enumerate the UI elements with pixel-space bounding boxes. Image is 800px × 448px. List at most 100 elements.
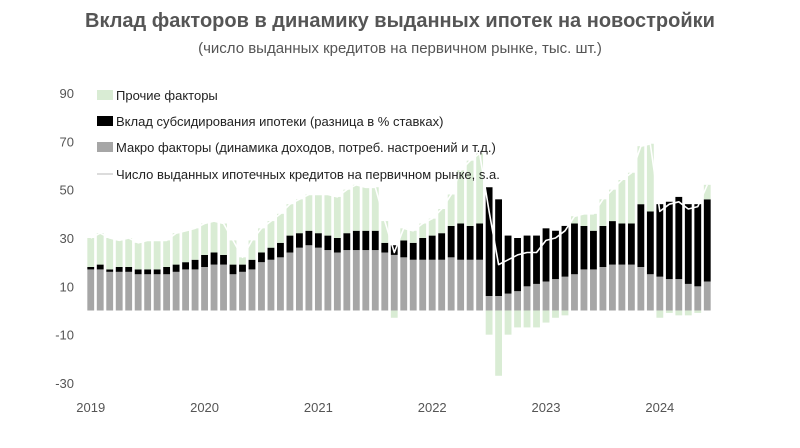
bar-subsidy bbox=[314, 233, 322, 248]
bar-subsidy bbox=[324, 235, 332, 251]
bar-subsidy bbox=[352, 230, 360, 251]
legend-label: Число выданных ипотечных кредитов на пер… bbox=[116, 167, 500, 182]
bar-subsidy bbox=[248, 259, 256, 270]
bar-macro bbox=[571, 274, 578, 311]
bar-subsidy bbox=[409, 242, 417, 260]
bar-other bbox=[438, 209, 446, 234]
bar-other bbox=[684, 310, 692, 316]
bar-macro bbox=[362, 250, 370, 311]
bar-other bbox=[485, 310, 493, 335]
bar-other bbox=[428, 218, 436, 236]
bar-other bbox=[267, 221, 275, 248]
bar-subsidy bbox=[476, 223, 484, 260]
bar-other bbox=[352, 184, 360, 231]
bar-subsidy bbox=[703, 199, 711, 282]
bar-other bbox=[314, 194, 322, 234]
bar-subsidy bbox=[533, 235, 540, 284]
y-tick-label: 50 bbox=[60, 183, 74, 198]
bar-macro bbox=[428, 259, 436, 311]
bar-macro bbox=[210, 264, 218, 311]
bar-subsidy bbox=[466, 225, 474, 260]
bar-other bbox=[277, 213, 284, 243]
bar-macro bbox=[172, 271, 180, 311]
legend-swatch bbox=[97, 116, 113, 126]
bar-macro bbox=[239, 271, 246, 311]
bar-subsidy bbox=[277, 242, 284, 258]
bar-other bbox=[381, 221, 389, 243]
bar-subsidy bbox=[599, 225, 607, 267]
bar-other bbox=[305, 194, 313, 231]
bar-macro bbox=[333, 252, 341, 311]
x-tick-label: 2022 bbox=[418, 400, 447, 415]
bar-other bbox=[476, 153, 484, 224]
bar-macro bbox=[580, 269, 588, 311]
bar-macro bbox=[324, 250, 332, 311]
bar-subsidy bbox=[561, 225, 569, 277]
bar-macro bbox=[314, 247, 322, 311]
bar-other bbox=[627, 172, 635, 224]
bar-subsidy bbox=[144, 269, 152, 275]
bar-macro bbox=[201, 267, 208, 311]
bar-subsidy bbox=[153, 269, 161, 275]
bar-other bbox=[371, 187, 379, 231]
bar-subsidy bbox=[343, 233, 351, 251]
bar-macro bbox=[153, 274, 161, 311]
bar-macro bbox=[618, 264, 626, 311]
bar-macro bbox=[514, 291, 521, 311]
bar-other bbox=[333, 196, 341, 238]
bar-macro bbox=[182, 269, 190, 311]
bar-subsidy bbox=[618, 223, 626, 265]
x-tick-label: 2023 bbox=[532, 400, 561, 415]
bar-other bbox=[523, 310, 531, 328]
bar-other bbox=[637, 146, 645, 205]
chart-subtitle: (число выданных кредитов на первичном ры… bbox=[198, 40, 602, 57]
bar-other bbox=[580, 213, 588, 226]
bar-macro bbox=[87, 269, 95, 311]
bar-macro bbox=[542, 281, 550, 311]
bar-subsidy bbox=[438, 233, 446, 260]
bar-subsidy bbox=[295, 233, 303, 248]
bar-macro bbox=[646, 274, 654, 311]
bar-macro bbox=[286, 252, 294, 311]
bar-subsidy bbox=[96, 264, 104, 270]
bar-macro bbox=[106, 271, 114, 311]
bar-macro bbox=[476, 259, 484, 311]
bar-subsidy bbox=[125, 267, 133, 272]
bar-macro bbox=[277, 257, 284, 311]
bar-macro bbox=[343, 250, 351, 311]
bar-other bbox=[258, 228, 265, 253]
legend-swatch bbox=[97, 90, 113, 100]
bar-subsidy bbox=[229, 264, 237, 275]
bar-macro bbox=[125, 271, 133, 311]
bar-other bbox=[495, 310, 503, 376]
bar-other bbox=[201, 223, 208, 255]
bar-subsidy bbox=[419, 238, 427, 260]
bar-other bbox=[400, 228, 408, 241]
bar-macro bbox=[457, 259, 465, 311]
y-tick-label: 70 bbox=[60, 134, 74, 149]
bar-subsidy bbox=[191, 259, 199, 270]
bar-other bbox=[542, 310, 550, 323]
bar-subsidy bbox=[571, 223, 578, 275]
x-tick-label: 2019 bbox=[76, 400, 105, 415]
bar-macro bbox=[115, 271, 123, 311]
bar-subsidy bbox=[542, 228, 550, 282]
bar-other bbox=[134, 242, 142, 270]
bar-other bbox=[295, 199, 303, 234]
bar-macro bbox=[665, 279, 673, 311]
bar-subsidy bbox=[684, 204, 692, 284]
bar-other bbox=[504, 310, 512, 335]
bar-other bbox=[675, 310, 683, 316]
chart-title: Вклад факторов в динамику выданных ипоте… bbox=[85, 10, 715, 32]
bar-subsidy bbox=[590, 230, 597, 270]
legend-label: Вклад субсидирования ипотеки (разница в … bbox=[116, 114, 443, 129]
bar-subsidy bbox=[637, 204, 645, 267]
bar-macro bbox=[438, 259, 446, 311]
legend-swatch bbox=[97, 142, 113, 152]
bar-macro bbox=[352, 250, 360, 311]
bar-other bbox=[390, 310, 398, 318]
bar-subsidy bbox=[580, 225, 588, 270]
bar-subsidy bbox=[134, 269, 142, 275]
bar-other bbox=[191, 228, 199, 260]
